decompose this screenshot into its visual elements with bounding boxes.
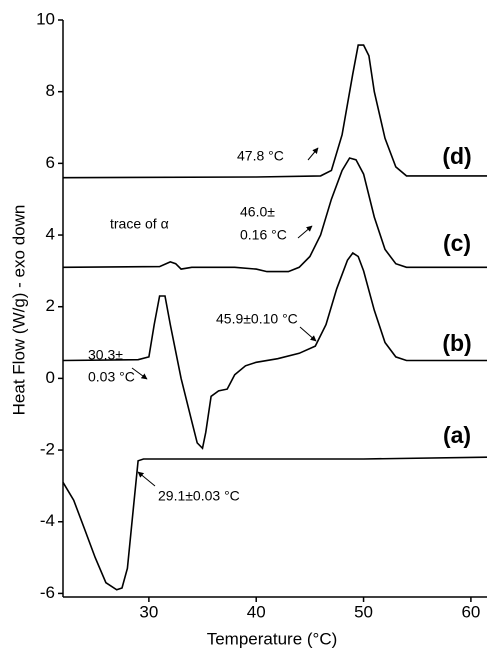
annotation: 47.8 °C — [237, 148, 284, 164]
curve — [62, 456, 488, 591]
annotation: trace of α — [110, 216, 169, 232]
curve-label: (b) — [442, 330, 471, 356]
annotation: 0.16 °C — [240, 227, 287, 243]
curve — [62, 157, 487, 273]
x-tick-label: 30 — [139, 602, 158, 621]
y-tick-label: -6 — [40, 583, 55, 602]
arrow — [307, 147, 319, 161]
y-tick-label: 4 — [46, 225, 55, 244]
y-tick-label: -2 — [40, 440, 55, 459]
curve-label: (d) — [442, 143, 471, 169]
annotation: 0.03 °C — [88, 369, 135, 385]
annotation: 46.0± — [240, 204, 275, 220]
curve-label: (a) — [443, 422, 471, 448]
arrow — [299, 326, 317, 342]
y-tick-label: -4 — [40, 511, 55, 530]
arrow — [131, 367, 148, 380]
curve — [62, 251, 487, 450]
y-tick-label: 2 — [46, 296, 55, 315]
y-axis-label: Heat Flow (W/g) - exo down — [9, 205, 28, 416]
y-tick-label: 10 — [36, 9, 55, 28]
y-tick-label: 0 — [46, 368, 55, 387]
annotation: 30.3± — [88, 347, 123, 363]
arrow — [297, 225, 313, 239]
y-tick-label: 6 — [46, 153, 55, 172]
x-tick-label: 40 — [247, 602, 266, 621]
curve-label: (c) — [443, 230, 471, 256]
curve — [62, 44, 487, 179]
annotation: 29.1±0.03 °C — [158, 488, 240, 504]
x-axis-label: Temperature (°C) — [207, 629, 338, 648]
x-tick-label: 60 — [461, 602, 480, 621]
annotation: 45.9±0.10 °C — [216, 311, 298, 327]
x-tick-label: 50 — [354, 602, 373, 621]
y-tick-label: 8 — [46, 81, 55, 100]
arrow — [137, 471, 156, 487]
